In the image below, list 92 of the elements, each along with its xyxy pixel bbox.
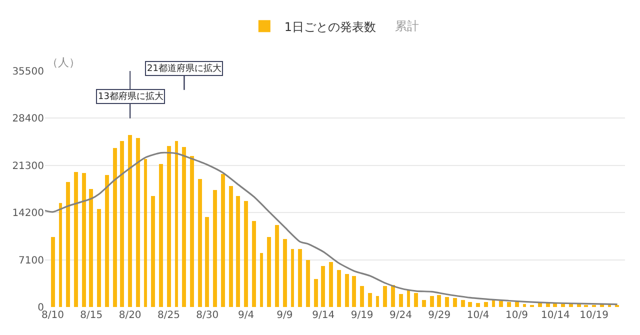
text: 累計 xyxy=(395,19,419,33)
bar xyxy=(383,286,387,307)
x-tick-label: 10/14 xyxy=(540,310,570,321)
x-tick-label: 9/4 xyxy=(238,310,254,321)
bar xyxy=(507,302,511,307)
y-tick-label: 7100 xyxy=(18,255,44,266)
bar xyxy=(213,190,217,307)
bar xyxy=(399,294,403,307)
bar xyxy=(298,249,302,307)
bar xyxy=(275,225,279,307)
bar xyxy=(244,201,248,307)
bar xyxy=(167,146,171,307)
bar xyxy=(97,209,101,307)
bar xyxy=(368,293,372,307)
bar xyxy=(182,147,186,307)
bar xyxy=(159,164,163,307)
bar xyxy=(198,179,202,307)
bar xyxy=(175,141,178,307)
bar xyxy=(414,293,418,307)
bar xyxy=(499,301,503,307)
legend-label: 1日ごとの発表数 xyxy=(284,20,376,34)
line-series xyxy=(45,152,618,306)
x-tick-label: 9/19 xyxy=(350,310,374,321)
bar xyxy=(267,237,271,307)
x-tick-label: 8/25 xyxy=(157,310,180,321)
y-tick-label: 28400 xyxy=(12,114,44,125)
x-tick-label: 10/9 xyxy=(505,310,528,321)
bar xyxy=(113,148,117,307)
bar xyxy=(345,274,349,307)
bar xyxy=(82,173,86,307)
x-tick-label: 10/4 xyxy=(466,310,490,321)
bar xyxy=(476,303,480,307)
bar xyxy=(236,196,240,307)
bar xyxy=(538,303,542,307)
bar xyxy=(523,304,526,307)
bar xyxy=(337,270,341,307)
bar xyxy=(314,279,318,307)
bar xyxy=(453,298,457,307)
bar xyxy=(190,156,194,307)
ref-line-label: 21都道府県に拡大 xyxy=(147,63,222,74)
bar xyxy=(321,266,325,307)
bar xyxy=(144,159,147,307)
bar xyxy=(105,175,109,307)
bar xyxy=(51,237,55,307)
y-tick-label: 21300 xyxy=(12,160,44,172)
bar xyxy=(128,135,132,307)
bar xyxy=(136,138,140,307)
bar xyxy=(221,174,225,307)
bar xyxy=(461,300,465,307)
x-tick-label: 8/30 xyxy=(196,310,219,321)
bar xyxy=(445,297,449,307)
bar xyxy=(561,304,565,307)
bar xyxy=(515,302,519,307)
bar xyxy=(260,253,263,307)
bar xyxy=(468,302,472,307)
bar xyxy=(484,302,488,307)
bar xyxy=(120,141,124,307)
x-tick-label: 10/19 xyxy=(580,310,608,321)
y-axis-title: （人） xyxy=(47,56,80,69)
bar xyxy=(391,285,395,307)
bar xyxy=(407,290,410,307)
bar xyxy=(352,276,356,307)
bar xyxy=(151,196,155,307)
y-tick-label: 0 xyxy=(38,302,44,314)
bar xyxy=(492,300,495,307)
bar xyxy=(59,203,62,307)
bar xyxy=(430,296,434,307)
bar xyxy=(89,189,93,307)
x-tick-label: 8/10 xyxy=(41,310,64,321)
bar xyxy=(291,249,294,307)
y-tick-label: 14200 xyxy=(12,208,44,220)
bar xyxy=(360,286,364,307)
bar xyxy=(66,182,70,307)
x-tick-label: 9/9 xyxy=(276,310,293,321)
bar xyxy=(329,262,333,307)
bar xyxy=(306,260,310,307)
bar xyxy=(437,295,441,307)
x-tick-label: 9/14 xyxy=(312,310,335,321)
y-tick-label: 35500 xyxy=(12,66,44,78)
bar xyxy=(283,239,287,307)
x-tick-label: 8/15 xyxy=(80,310,103,321)
x-tick-label: 9/24 xyxy=(389,310,412,321)
x-tick-label: 9/29 xyxy=(428,310,451,321)
bar xyxy=(229,186,233,307)
x-tick-label: 8/20 xyxy=(118,310,142,321)
bar xyxy=(205,217,209,307)
ref-line-label: 13都府県に拡大 xyxy=(98,91,164,102)
bar xyxy=(376,296,379,307)
bar xyxy=(422,300,426,307)
bar xyxy=(252,221,256,307)
bar xyxy=(74,172,78,307)
bar xyxy=(569,304,573,307)
